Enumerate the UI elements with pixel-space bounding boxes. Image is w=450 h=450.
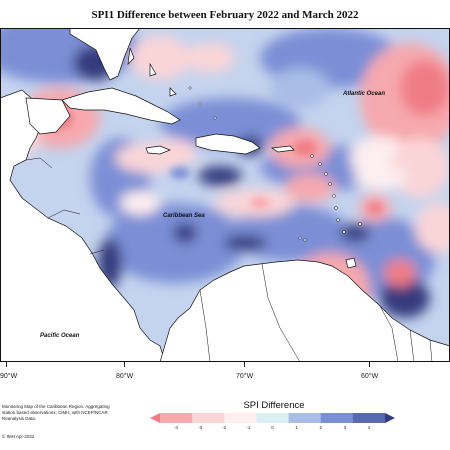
legend-swatch	[160, 413, 193, 423]
legend-tick: 1	[295, 425, 298, 430]
legend-swatch	[288, 413, 322, 423]
label-caribbean-sea: Caribbean Sea	[163, 213, 205, 219]
bahamas-1	[127, 47, 135, 65]
country-borders	[25, 157, 433, 362]
lon-tick	[369, 362, 370, 367]
bahamas-3	[169, 87, 177, 97]
bahamas-2	[149, 62, 157, 77]
lon-tick	[124, 362, 125, 367]
credit-text: Monitoring Map of the Caribbean Region. …	[2, 404, 110, 421]
map-panel: Atlantic Ocean Caribbean Sea Pacific Oce…	[0, 28, 450, 362]
legend-tick: -3	[198, 425, 203, 430]
lon-label-90w: 90°W	[0, 373, 18, 380]
legend-swatch	[224, 413, 257, 423]
jamaica	[145, 145, 171, 155]
south-america	[159, 259, 450, 362]
puerto-rico	[271, 145, 295, 153]
legend-swatch-max	[385, 413, 395, 423]
land-masses	[0, 28, 450, 362]
lon-tick	[6, 362, 7, 367]
legend-swatch	[352, 413, 386, 423]
legend-tick: 2	[319, 425, 322, 430]
legend-swatch-min	[150, 413, 160, 423]
lon-label-80w: 80°W	[116, 373, 134, 380]
map-title: SPI1 Difference between February 2022 an…	[91, 9, 359, 21]
lon-label-60w: 60°W	[361, 373, 379, 380]
florida	[69, 28, 141, 81]
legend-tick: -1	[246, 425, 251, 430]
label-pacific-ocean: Pacific Ocean	[40, 333, 80, 339]
legend-tick: 0	[271, 425, 274, 430]
spi-map	[0, 28, 450, 362]
lesser-antilles	[188, 86, 362, 242]
legend-tick: 4	[367, 425, 371, 430]
legend-swatch	[256, 413, 290, 423]
trinidad	[345, 257, 357, 269]
label-atlantic-ocean: Atlantic Ocean	[343, 91, 386, 97]
central-america	[0, 89, 166, 362]
legend-tick: 3	[343, 425, 347, 430]
legend-tick: -4	[173, 425, 178, 430]
hispaniola	[195, 133, 261, 155]
legend-title: SPI Difference	[243, 400, 305, 411]
legend-tick: -2	[222, 425, 227, 430]
lon-tick	[244, 362, 245, 367]
cuba	[61, 87, 181, 125]
copyright-text: © IMH Apr-2022	[2, 434, 35, 439]
legend-swatch	[192, 413, 225, 423]
lon-label-70w: 70°W	[236, 373, 254, 380]
legend-colorbar	[150, 413, 395, 423]
legend-swatch	[320, 413, 354, 423]
